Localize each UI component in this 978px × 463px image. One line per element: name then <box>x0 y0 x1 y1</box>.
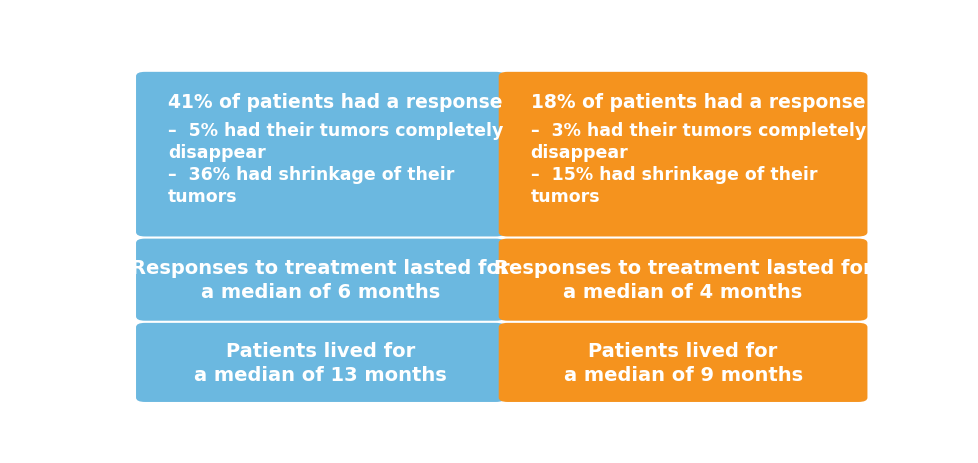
FancyBboxPatch shape <box>136 239 505 321</box>
Text: –  15% had shrinkage of their
tumors: – 15% had shrinkage of their tumors <box>530 166 817 205</box>
Text: Patients lived for
a median of 9 months: Patients lived for a median of 9 months <box>563 341 802 384</box>
Text: –  3% had their tumors completely
disappear: – 3% had their tumors completely disappe… <box>530 122 865 162</box>
FancyBboxPatch shape <box>136 73 505 237</box>
Text: Responses to treatment lasted for
a median of 4 months: Responses to treatment lasted for a medi… <box>493 258 871 301</box>
Text: –  5% had their tumors completely
disappear: – 5% had their tumors completely disappe… <box>168 122 503 162</box>
FancyBboxPatch shape <box>498 73 867 237</box>
FancyBboxPatch shape <box>498 323 867 402</box>
Text: 18% of patients had a response: 18% of patients had a response <box>530 93 865 112</box>
FancyBboxPatch shape <box>136 323 505 402</box>
Text: Patients lived for
a median of 13 months: Patients lived for a median of 13 months <box>194 341 446 384</box>
Text: Responses to treatment lasted for
a median of 6 months: Responses to treatment lasted for a medi… <box>131 258 510 301</box>
FancyBboxPatch shape <box>498 239 867 321</box>
Text: 41% of patients had a response: 41% of patients had a response <box>168 93 502 112</box>
Text: –  36% had shrinkage of their
tumors: – 36% had shrinkage of their tumors <box>168 166 454 205</box>
